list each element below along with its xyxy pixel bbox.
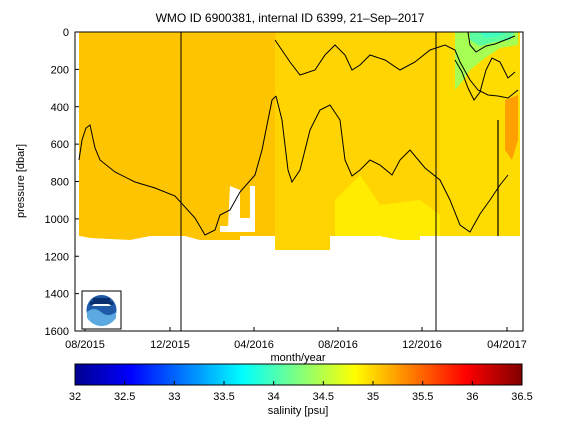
colorbar-tick-label: 32.5 <box>114 391 135 403</box>
colorbar-tick-label: 34.5 <box>313 391 334 403</box>
salinity-field-surface-green <box>470 32 515 46</box>
y-tick-label: 1600 <box>45 326 69 338</box>
x-tick-label: 08/2016 <box>318 339 358 351</box>
y-axis-label: pressure [dbar] <box>15 144 27 218</box>
colorbar-tick-label: 34 <box>268 391 280 403</box>
x-tick-label: 04/2017 <box>487 339 527 351</box>
y-tick-label: 1200 <box>45 251 69 263</box>
data-gap <box>80 238 90 252</box>
colorbar-tick-label: 35 <box>367 391 379 403</box>
noaa-logo-icon <box>81 290 122 330</box>
colorbar-label: salinity [psu] <box>268 405 329 417</box>
colorbar-ticks: 32 32.5 33 33.5 34 34.5 35 35.5 36 36.5 <box>69 381 533 403</box>
salinity-field-yellow <box>335 175 445 240</box>
x-tick-label: 12/2015 <box>150 339 190 351</box>
x-tick-label: 04/2016 <box>234 339 274 351</box>
chart-title: WMO ID 6900381, internal ID 6399, 21–Sep… <box>156 11 425 25</box>
y-tick-label: 1400 <box>45 289 69 301</box>
salinity-field-orange <box>79 32 275 240</box>
colorbar-tick-label: 36 <box>466 391 478 403</box>
y-tick-label: 800 <box>51 177 69 189</box>
contour-34.4-surface <box>467 32 516 53</box>
y-tick-label: 600 <box>51 139 69 151</box>
colorbar-tick-label: 33.5 <box>213 391 234 403</box>
colorbar-tick-label: 36.5 <box>511 391 532 403</box>
colorbar <box>74 363 523 386</box>
plot-area <box>75 32 523 331</box>
y-tick-label: 1000 <box>45 214 69 226</box>
y-tick-label: 400 <box>51 102 69 114</box>
contour-35.2-east <box>275 95 509 233</box>
contour-35-surface-inner <box>454 57 516 101</box>
x-tick-label: 12/2016 <box>402 339 442 351</box>
contour-35.2-west <box>78 95 277 236</box>
colorbar-tick-label: 35.5 <box>412 391 433 403</box>
colorbar-tick-label: 33 <box>168 391 180 403</box>
x-axis-label: month/year <box>270 352 325 364</box>
data-gap <box>220 186 255 232</box>
x-axis: 08/2015 12/2015 04/2016 08/2016 12/2016 … <box>65 327 527 351</box>
contour-35-surface <box>274 39 519 99</box>
salinity-field-east-salty <box>505 95 518 160</box>
x-tick-label: 08/2015 <box>65 339 105 351</box>
salinity-field-surface-cyan <box>480 32 505 38</box>
y-tick-label: 0 <box>63 27 69 39</box>
y-tick-label: 200 <box>51 64 69 76</box>
colorbar-tick-label: 32 <box>69 391 81 403</box>
salinity-field-yellow-orange <box>275 32 455 250</box>
y-axis: 0 200 400 600 800 1000 1200 1400 1600 <box>45 27 79 338</box>
